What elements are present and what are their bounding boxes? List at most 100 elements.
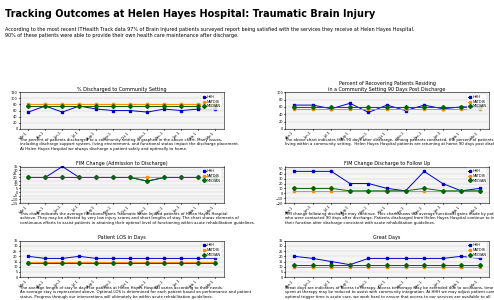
MEDIAN xyxy=(76,104,82,108)
HHH xyxy=(59,165,65,168)
NATDIS xyxy=(93,176,99,179)
HHH xyxy=(144,179,150,183)
MEDIAN xyxy=(403,105,409,109)
HHH xyxy=(25,254,31,258)
HHH xyxy=(347,182,353,185)
MEDIAN xyxy=(93,104,99,108)
MEDIAN xyxy=(403,189,409,193)
MEDIAN xyxy=(144,179,150,183)
NATDIS xyxy=(25,103,31,106)
MEDIAN xyxy=(127,176,133,179)
Line: NATDIS: NATDIS xyxy=(293,107,481,110)
Title: Great Days: Great Days xyxy=(373,235,401,240)
HHH xyxy=(440,256,446,260)
MEDIAN xyxy=(178,104,184,108)
HHH xyxy=(421,256,427,260)
HHH xyxy=(310,256,316,260)
HHH xyxy=(110,109,116,112)
HHH xyxy=(76,254,82,258)
NATDIS xyxy=(42,260,48,263)
MEDIAN xyxy=(291,263,297,266)
HHH xyxy=(59,110,65,114)
Text: The above chart indicates that 90 days after discharge, among patients contacted: The above chart indicates that 90 days a… xyxy=(285,137,494,146)
HHH xyxy=(366,182,371,185)
HHH xyxy=(162,256,167,260)
Title: FIM Change Discharge to Follow Up: FIM Change Discharge to Follow Up xyxy=(344,161,430,166)
Title: Patient LOS in Days: Patient LOS in Days xyxy=(98,235,146,240)
Line: MEDIAN: MEDIAN xyxy=(27,261,217,264)
HHH xyxy=(195,256,201,260)
HHH xyxy=(384,256,390,260)
MEDIAN xyxy=(329,263,334,266)
NATDIS xyxy=(310,265,316,268)
NATDIS xyxy=(59,176,65,179)
Text: The percent of patients discharged to a community setting is graphed in the abov: The percent of patients discharged to a … xyxy=(20,137,239,151)
HHH xyxy=(347,263,353,266)
HHH xyxy=(127,176,133,179)
NATDIS xyxy=(212,103,218,106)
MEDIAN xyxy=(366,189,371,193)
HHH xyxy=(76,176,82,179)
MEDIAN xyxy=(144,104,150,108)
Line: MEDIAN: MEDIAN xyxy=(293,187,481,192)
NATDIS xyxy=(93,103,99,106)
NATDIS xyxy=(366,107,371,110)
HHH xyxy=(93,256,99,260)
NATDIS xyxy=(93,260,99,263)
MEDIAN xyxy=(458,105,464,109)
MEDIAN xyxy=(127,261,133,264)
Legend: HHH, NATDIS, MEDIAN: HHH, NATDIS, MEDIAN xyxy=(202,242,222,258)
HHH xyxy=(110,256,116,260)
Legend: HHH, NATDIS, MEDIAN: HHH, NATDIS, MEDIAN xyxy=(202,168,222,184)
Line: NATDIS: NATDIS xyxy=(293,190,481,192)
HHH xyxy=(42,176,48,179)
NATDIS xyxy=(310,189,316,193)
MEDIAN xyxy=(59,104,65,108)
HHH xyxy=(59,256,65,260)
MEDIAN xyxy=(458,189,464,193)
MEDIAN xyxy=(195,261,201,264)
HHH xyxy=(329,107,334,110)
NATDIS xyxy=(162,260,167,263)
NATDIS xyxy=(76,176,82,179)
HHH xyxy=(291,103,297,107)
Title: FIM Change (Admission to Discharge): FIM Change (Admission to Discharge) xyxy=(76,161,167,166)
NATDIS xyxy=(347,265,353,268)
HHH xyxy=(366,111,371,114)
HHH xyxy=(458,254,464,258)
HHH xyxy=(403,256,409,260)
HHH xyxy=(127,109,133,112)
NATDIS xyxy=(162,176,167,179)
MEDIAN xyxy=(347,105,353,109)
MEDIAN xyxy=(403,263,409,266)
MEDIAN xyxy=(162,104,167,108)
MEDIAN xyxy=(59,176,65,179)
MEDIAN xyxy=(195,176,201,179)
HHH xyxy=(403,109,409,112)
MEDIAN xyxy=(440,263,446,266)
NATDIS xyxy=(144,176,150,179)
Line: MEDIAN: MEDIAN xyxy=(27,176,217,182)
HHH xyxy=(127,256,133,260)
MEDIAN xyxy=(42,176,48,179)
Legend: HHH, NATDIS, MEDIAN: HHH, NATDIS, MEDIAN xyxy=(202,94,222,110)
MEDIAN xyxy=(440,105,446,109)
NATDIS xyxy=(366,189,371,193)
MEDIAN xyxy=(25,176,31,179)
HHH xyxy=(93,176,99,179)
HHH xyxy=(421,169,427,173)
MEDIAN xyxy=(384,189,390,193)
NATDIS xyxy=(76,260,82,263)
NATDIS xyxy=(329,107,334,110)
NATDIS xyxy=(403,265,409,268)
NATDIS xyxy=(329,265,334,268)
MEDIAN xyxy=(178,261,184,264)
HHH xyxy=(144,256,150,260)
MEDIAN xyxy=(195,104,201,108)
MEDIAN xyxy=(421,105,427,109)
HHH xyxy=(25,110,31,114)
Line: HHH: HHH xyxy=(27,255,217,260)
NATDIS xyxy=(384,107,390,110)
Legend: HHH, NATDIS, MEDIAN: HHH, NATDIS, MEDIAN xyxy=(467,94,487,110)
HHH xyxy=(440,107,446,110)
